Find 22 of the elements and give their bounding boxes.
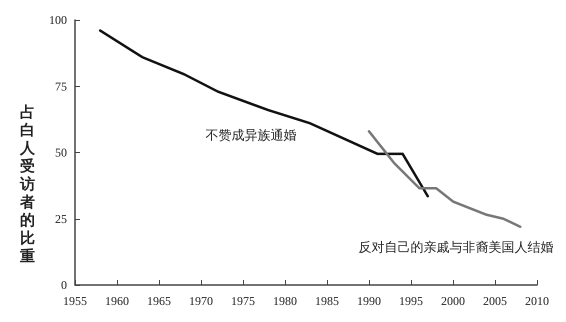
- x-tick-label: 2000: [441, 294, 465, 308]
- y-tick-label: 100: [49, 13, 67, 27]
- x-tick-label: 1980: [273, 294, 297, 308]
- text: 占白人受访者的比重: [20, 103, 35, 265]
- line-series: [368, 130, 522, 228]
- x-tick-label: 1970: [189, 294, 213, 308]
- annotation: 不赞成异族通婚: [206, 128, 296, 144]
- line-series: [98, 29, 430, 198]
- x-tick-label: 2005: [483, 294, 507, 308]
- x-tick-label: 1955: [63, 294, 87, 308]
- x-tick-label: 1965: [147, 294, 171, 308]
- y-tick-label: 50: [55, 146, 67, 160]
- x-tick-label: 1960: [105, 294, 129, 308]
- x-tick-label: 1995: [399, 294, 423, 308]
- x-tick-label: 1975: [231, 294, 255, 308]
- x-tick-label: 2010: [525, 294, 549, 308]
- y-tick-label: 75: [55, 79, 67, 94]
- x-tick-label: 1990: [357, 294, 381, 308]
- x-tick-label: 1985: [315, 294, 339, 308]
- y-tick-label: 25: [55, 212, 67, 226]
- annotation: 反对自己的亲戚与非裔美国人结婚: [358, 240, 554, 256]
- y-tick-label: 0: [61, 278, 67, 292]
